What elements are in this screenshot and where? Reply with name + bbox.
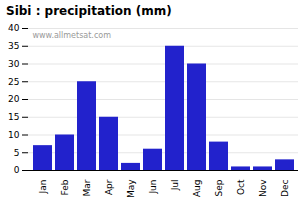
svg-text:25: 25 <box>8 77 19 87</box>
html-text:Sibi : precipitation (mm): Sibi : precipitation (mm) <box>6 4 172 18</box>
svg-text:5: 5 <box>14 148 20 158</box>
svg-text:Jan: Jan <box>38 180 48 195</box>
svg-text:Jun: Jun <box>148 180 158 195</box>
svg-text:www.allmetsat.com: www.allmetsat.com <box>33 31 112 40</box>
svg-text:Dec: Dec <box>280 179 290 196</box>
svg-text:Nov: Nov <box>258 179 268 197</box>
svg-text:15: 15 <box>8 112 19 122</box>
svg-text:Jul: Jul <box>170 180 180 192</box>
svg-text:20: 20 <box>8 94 20 104</box>
svg-text:Feb: Feb <box>60 179 70 195</box>
svg-text:Mar: Mar <box>82 179 92 196</box>
svg-text:10: 10 <box>8 130 20 140</box>
svg-text:Apr: Apr <box>104 179 114 195</box>
svg-text:0: 0 <box>14 165 20 175</box>
svg-text:Aug: Aug <box>192 180 202 198</box>
svg-text:30: 30 <box>8 59 20 69</box>
svg-text:Sep: Sep <box>214 179 224 196</box>
svg-text:35: 35 <box>8 41 19 51</box>
svg-text:May: May <box>126 179 136 198</box>
svg-text:40: 40 <box>8 23 20 33</box>
svg-text:Oct: Oct <box>236 179 246 195</box>
